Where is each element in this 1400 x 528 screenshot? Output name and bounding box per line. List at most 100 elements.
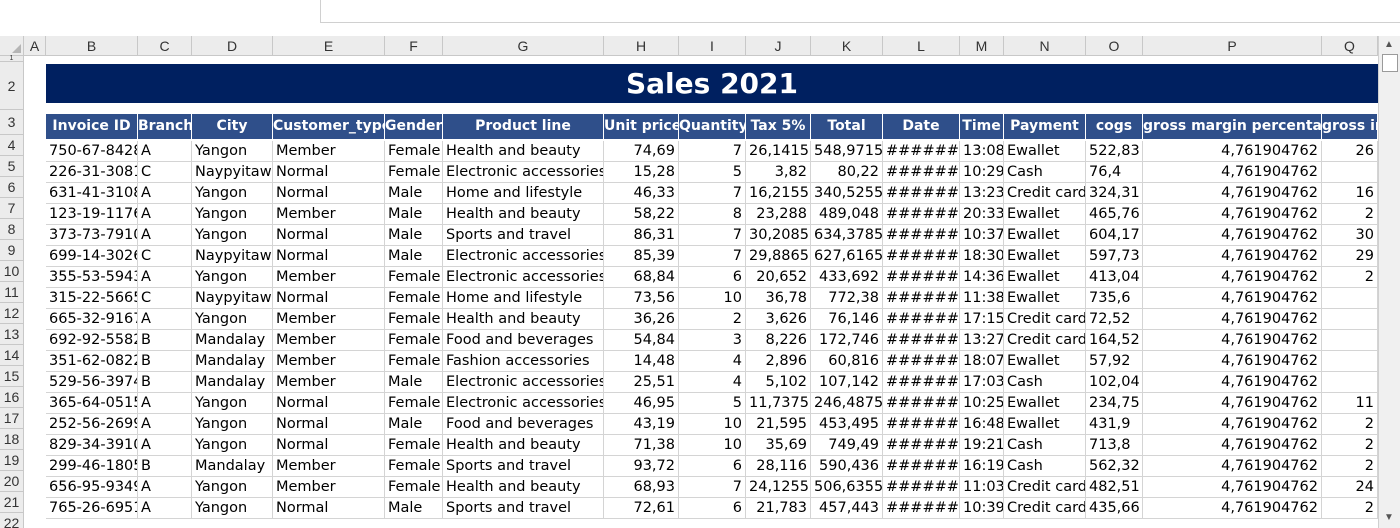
table-cell[interactable]: Female <box>385 393 443 414</box>
table-cell[interactable]: ######## <box>883 477 960 498</box>
table-cell[interactable]: Member <box>273 309 385 330</box>
table-cell[interactable]: 2 <box>1322 435 1378 456</box>
row-header-20[interactable]: 20 <box>0 471 24 492</box>
table-cell[interactable]: 24 <box>1322 477 1378 498</box>
table-cell[interactable]: Yangon <box>192 435 273 456</box>
table-cell[interactable] <box>1322 330 1378 351</box>
table-cell[interactable]: A <box>138 225 192 246</box>
table-cell[interactable]: 15,28 <box>604 162 679 183</box>
table-cell[interactable]: 107,142 <box>811 372 883 393</box>
table-cell[interactable]: 7 <box>679 183 746 204</box>
table-cell[interactable]: A <box>138 435 192 456</box>
table-cell[interactable]: 4,761904762 <box>1143 372 1322 393</box>
table-cell[interactable]: 76,146 <box>811 309 883 330</box>
table-cell[interactable]: Credit card <box>1004 330 1086 351</box>
table-cell[interactable]: B <box>138 330 192 351</box>
table-cell[interactable]: Ewallet <box>1004 225 1086 246</box>
row-header-1[interactable]: 1 <box>0 55 24 62</box>
table-cell[interactable]: 85,39 <box>604 246 679 267</box>
table-cell[interactable]: Male <box>385 414 443 435</box>
header-cell[interactable]: Date <box>883 114 960 139</box>
table-cell[interactable]: 529-56-3974 <box>46 372 138 393</box>
table-cell[interactable]: Sports and travel <box>443 498 604 519</box>
table-cell[interactable]: ######## <box>883 183 960 204</box>
table-cell[interactable]: ######## <box>883 393 960 414</box>
row-header-22[interactable]: 22 <box>0 513 24 528</box>
table-cell[interactable]: 665-32-9167 <box>46 309 138 330</box>
table-cell[interactable]: 172,746 <box>811 330 883 351</box>
table-cell[interactable]: Health and beauty <box>443 141 604 162</box>
table-cell[interactable]: Electronic accessories <box>443 393 604 414</box>
table-cell[interactable]: Normal <box>273 162 385 183</box>
table-cell[interactable]: 548,9715 <box>811 141 883 162</box>
table-cell[interactable]: 2 <box>1322 204 1378 225</box>
table-cell[interactable]: 24,1255 <box>746 477 811 498</box>
column-header-d[interactable]: D <box>192 36 273 56</box>
table-cell[interactable]: 29,8865 <box>746 246 811 267</box>
table-cell[interactable]: 13:23 <box>960 183 1004 204</box>
table-cell[interactable]: 17:15 <box>960 309 1004 330</box>
table-cell[interactable]: 11:38 <box>960 288 1004 309</box>
table-cell[interactable]: Female <box>385 141 443 162</box>
table-cell[interactable] <box>1322 162 1378 183</box>
table-cell[interactable]: 80,22 <box>811 162 883 183</box>
table-cell[interactable]: 58,22 <box>604 204 679 225</box>
table-cell[interactable]: 4,761904762 <box>1143 246 1322 267</box>
table-cell[interactable]: Yangon <box>192 225 273 246</box>
column-header-i[interactable]: I <box>679 36 746 56</box>
table-cell[interactable]: 433,692 <box>811 267 883 288</box>
table-cell[interactable]: Normal <box>273 246 385 267</box>
row-header-4[interactable]: 4 <box>0 135 24 156</box>
table-cell[interactable]: Male <box>385 183 443 204</box>
table-cell[interactable]: Ewallet <box>1004 288 1086 309</box>
table-cell[interactable]: Member <box>273 456 385 477</box>
table-cell[interactable]: 435,66 <box>1086 498 1143 519</box>
table-cell[interactable]: 23,288 <box>746 204 811 225</box>
column-header-n[interactable]: N <box>1004 36 1086 56</box>
table-cell[interactable]: 16:19 <box>960 456 1004 477</box>
table-cell[interactable]: 5 <box>679 162 746 183</box>
column-header-f[interactable]: F <box>385 36 443 56</box>
header-cell[interactable]: Quantity <box>679 114 746 139</box>
table-cell[interactable]: 46,33 <box>604 183 679 204</box>
table-cell[interactable]: 3,626 <box>746 309 811 330</box>
chevron-up-icon[interactable]: ▲ <box>1384 39 1394 50</box>
table-cell[interactable]: Male <box>385 372 443 393</box>
table-cell[interactable]: Member <box>273 330 385 351</box>
table-cell[interactable]: 21,783 <box>746 498 811 519</box>
table-cell[interactable]: 699-14-3026 <box>46 246 138 267</box>
header-cell[interactable]: Gender <box>385 114 443 139</box>
column-header-k[interactable]: K <box>811 36 883 56</box>
table-cell[interactable]: 14,48 <box>604 351 679 372</box>
table-cell[interactable]: A <box>138 204 192 225</box>
table-cell[interactable]: 590,436 <box>811 456 883 477</box>
table-cell[interactable]: Female <box>385 456 443 477</box>
table-cell[interactable]: 656-95-9349 <box>46 477 138 498</box>
row-header-5[interactable]: 5 <box>0 156 24 177</box>
table-cell[interactable]: 4,761904762 <box>1143 330 1322 351</box>
row-header-16[interactable]: 16 <box>0 387 24 408</box>
table-cell[interactable]: Cash <box>1004 435 1086 456</box>
table-cell[interactable]: Cash <box>1004 456 1086 477</box>
table-cell[interactable]: Female <box>385 162 443 183</box>
table-cell[interactable]: 76,4 <box>1086 162 1143 183</box>
table-cell[interactable]: Ewallet <box>1004 204 1086 225</box>
table-cell[interactable]: 10 <box>679 288 746 309</box>
table-cell[interactable]: 6 <box>679 267 746 288</box>
table-cell[interactable]: 36,78 <box>746 288 811 309</box>
table-cell[interactable]: 6 <box>679 456 746 477</box>
table-cell[interactable]: Credit card <box>1004 477 1086 498</box>
table-cell[interactable]: A <box>138 477 192 498</box>
table-cell[interactable]: Yangon <box>192 183 273 204</box>
column-header-b[interactable]: B <box>46 36 138 56</box>
column-header-m[interactable]: M <box>960 36 1004 56</box>
table-cell[interactable]: Member <box>273 204 385 225</box>
table-cell[interactable]: 631-41-3108 <box>46 183 138 204</box>
header-cell[interactable]: Unit price <box>604 114 679 139</box>
table-cell[interactable]: 8,226 <box>746 330 811 351</box>
header-cell[interactable]: cogs <box>1086 114 1143 139</box>
table-cell[interactable]: 11 <box>1322 393 1378 414</box>
table-cell[interactable]: Health and beauty <box>443 435 604 456</box>
row-header-13[interactable]: 13 <box>0 324 24 345</box>
table-cell[interactable]: Food and beverages <box>443 330 604 351</box>
